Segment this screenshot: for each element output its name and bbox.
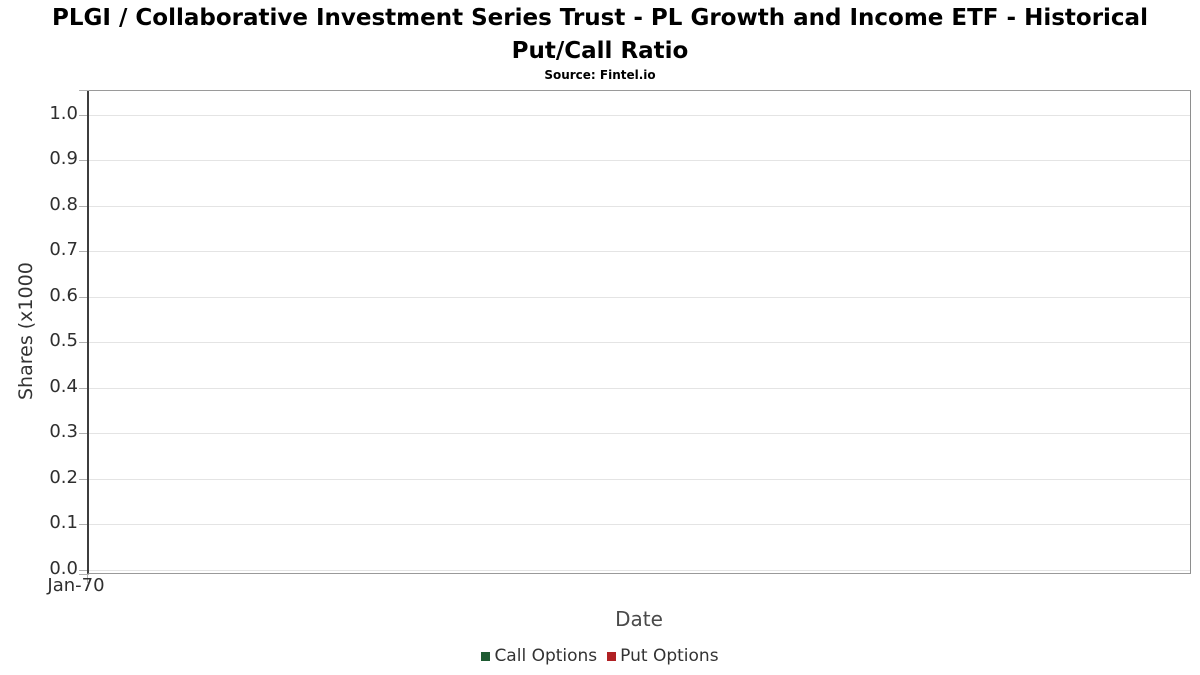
y-tickmark-0.0 [79, 570, 87, 571]
top-border-extension [79, 90, 89, 91]
gridline-y-0.9 [89, 160, 1190, 161]
legend-item-call-options: Call Options [481, 646, 597, 666]
y-tickmark-1.0 [79, 115, 87, 116]
y-tickmark-0.1 [79, 524, 87, 525]
legend-marker-icon [607, 651, 617, 661]
x-axis-label: Date [615, 607, 663, 631]
gridline-y-0.2 [89, 479, 1190, 480]
x-tickmark-jan-70 [87, 575, 88, 583]
y-tick-label-0.5: 0.5 [49, 330, 78, 351]
gridline-y-0.7 [89, 251, 1190, 252]
gridline-y-1.0 [89, 115, 1190, 116]
y-tickmark-0.9 [79, 160, 87, 161]
y-tickmark-0.6 [79, 297, 87, 298]
y-tickmark-0.7 [79, 251, 87, 252]
y-tickmark-0.2 [79, 479, 87, 480]
gridline-y-0.5 [89, 342, 1190, 343]
y-tick-label-0.2: 0.2 [49, 467, 78, 488]
y-tick-label-0.6: 0.6 [49, 285, 78, 306]
legend-marker-icon [481, 651, 491, 661]
y-tickmark-0.8 [79, 206, 87, 207]
y-tick-label-0.1: 0.1 [49, 512, 78, 533]
legend-item-put-options: Put Options [607, 646, 719, 666]
chart-subtitle: Source: Fintel.io [544, 68, 656, 82]
gridline-y-0.3 [89, 433, 1190, 434]
gridline-y-0.8 [89, 206, 1190, 207]
bottom-border-extension [79, 574, 89, 575]
gridline-y-0.0 [89, 570, 1190, 571]
y-tick-label-0.9: 0.9 [49, 148, 78, 169]
plot-area [79, 90, 1191, 583]
legend: Call Options Put Options [0, 646, 1200, 666]
gridline-y-0.1 [89, 524, 1190, 525]
chart-title: PLGI / Collaborative Investment Series T… [52, 5, 1148, 64]
gridline-y-0.4 [89, 388, 1190, 389]
y-tick-label-0.4: 0.4 [49, 376, 78, 397]
y-tick-label-1.0: 1.0 [49, 103, 78, 124]
y-tickmark-0.4 [79, 388, 87, 389]
y-tick-label-0.0: 0.0 [49, 558, 78, 579]
gridline-y-0.6 [89, 297, 1190, 298]
y-tickmark-0.5 [79, 342, 87, 343]
y-tick-label-0.3: 0.3 [49, 421, 78, 442]
legend-label: Call Options [494, 646, 598, 666]
y-tickmark-0.3 [79, 433, 87, 434]
y-tick-label-0.8: 0.8 [49, 194, 78, 215]
legend-label: Put Options [620, 646, 719, 666]
x-tick-label: Jan-70 [47, 575, 105, 596]
y-tick-label-0.7: 0.7 [49, 239, 78, 260]
